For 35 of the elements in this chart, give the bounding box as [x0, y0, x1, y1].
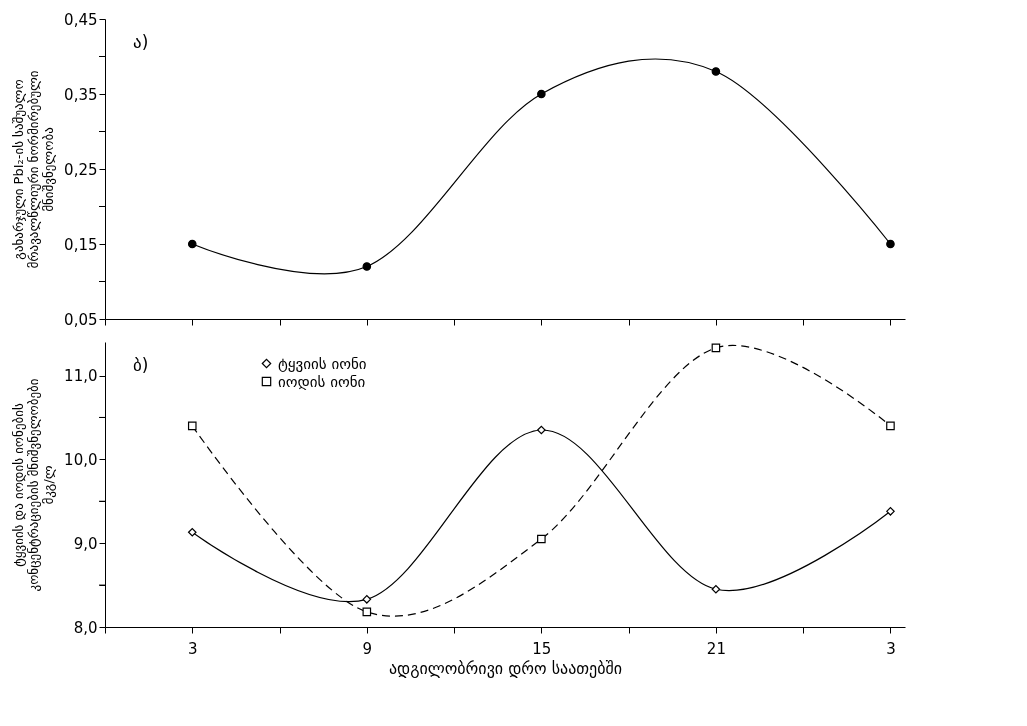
x-tick-label: 21 [706, 639, 726, 658]
point [711, 584, 721, 594]
y-tick-label: 0,25 [64, 160, 98, 179]
y-tick-label: 9,0 [73, 534, 98, 553]
point [886, 421, 895, 431]
annotation: ბ) [133, 355, 149, 375]
point [187, 421, 197, 431]
y-tick-label: 10,0 [64, 450, 98, 469]
y-axis-title: ტყვიის და იოდის იონების კონცენტრაციების მნიშვნელობები მკგ/ლ [11, 378, 57, 592]
point [187, 527, 197, 537]
y-tick-label: 8,0 [73, 618, 98, 637]
y-tick-label: 0,35 [64, 85, 98, 104]
legend-label: ტყვიის იონი [278, 354, 367, 373]
point [362, 262, 372, 271]
y-tick-label: 0,15 [64, 235, 98, 254]
x-tick-label: 15 [532, 639, 552, 658]
point [886, 239, 895, 249]
point [886, 507, 895, 516]
legend-label: იოდის იონი [278, 372, 366, 391]
y-tick-label: 0,05 [64, 310, 98, 329]
point [537, 534, 546, 544]
point [362, 595, 372, 604]
x-tick-label: 3 [886, 639, 896, 658]
annotation: ა) [133, 32, 149, 52]
point [711, 67, 721, 76]
y-axis-title: გახარჯული PbI₂-ის საშუალო მრავალწლიური ნორმირებული მნიშვნელობა [11, 70, 57, 269]
point [362, 607, 372, 617]
x-axis-title: ადგილობრივი დრო საათებში [388, 658, 623, 678]
point [537, 425, 546, 435]
y-tick-label: 0,45 [64, 10, 98, 29]
point [187, 239, 197, 249]
x-tick-label: 9 [362, 639, 373, 658]
y-tick-label: 11,0 [64, 367, 98, 386]
x-tick-label: 3 [188, 639, 198, 658]
point [537, 89, 546, 99]
